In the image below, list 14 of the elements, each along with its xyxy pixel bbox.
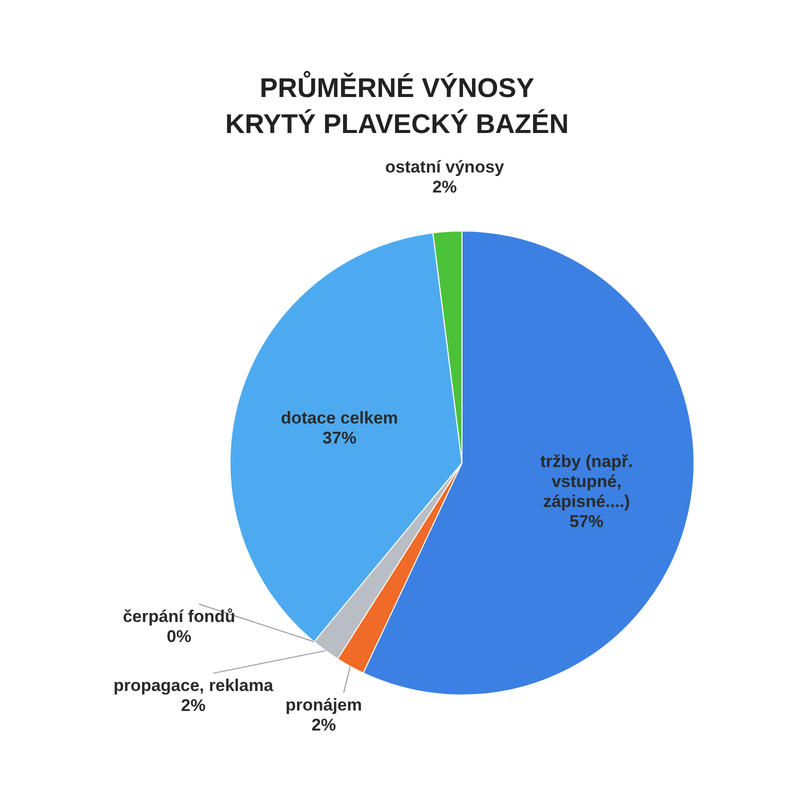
chart-subtitle: KRYTÝ PLAVECKÝ BAZÉN [225,109,569,139]
text: 0% [166,626,192,646]
data-label: 2% [181,696,206,715]
slice-label: pronájem [285,695,362,714]
data-label: 37% [322,428,356,447]
slice-label: tržby (např. vstupné, zápisné....) [540,451,633,510]
data-label: 57% [570,511,604,530]
chart-title: PRŮMĚRNÉ VÝNOSY [260,70,534,103]
slice-label: propagace, reklama [113,676,274,695]
data-label: 2% [311,715,336,734]
category-label: čerpání fondů [122,606,236,626]
data-label: 2% [432,177,457,196]
slice-label: dotace celkem [280,408,398,427]
slice-label: ostatní výnosy [385,157,505,176]
